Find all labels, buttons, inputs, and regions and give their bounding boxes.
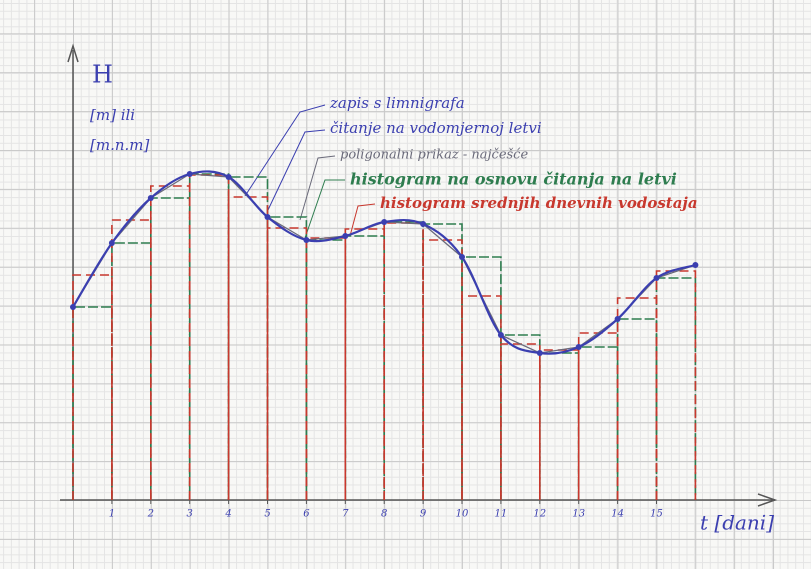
annotation: čitanje na vodomjernoj letvi (330, 119, 542, 137)
histogram-bar (461, 256, 502, 500)
leader-line (349, 203, 376, 237)
histogram-bar (72, 306, 113, 500)
reading-point (70, 304, 76, 310)
histogram-bar (344, 235, 385, 500)
x-tick-label: 12 (533, 509, 546, 520)
histogram-bar (422, 239, 463, 500)
x-arrow (757, 493, 778, 507)
leader-line (244, 104, 326, 197)
annotation: histogram na osnovu čitanja na letvi (350, 170, 677, 189)
x-tick-label: 13 (572, 509, 585, 520)
reading-point (225, 174, 232, 180)
reading-point (147, 195, 154, 201)
x-tick-label: 3 (187, 509, 193, 520)
x-tick-label: 2 (147, 509, 154, 520)
histogram-bar (150, 185, 191, 500)
histogram-bar (150, 197, 191, 500)
annotation: histogram srednjih dnevnih vodostaja (380, 194, 698, 212)
histogram-bar (266, 216, 308, 500)
histogram-bar (539, 352, 580, 500)
histogram-bar (539, 349, 580, 500)
histogram-bar (111, 219, 152, 500)
x-tick-label: 7 (342, 509, 349, 520)
histogram-bar (188, 174, 230, 500)
histogram-bar (383, 222, 424, 500)
y-arrow (67, 43, 79, 63)
histogram-bar (305, 239, 347, 500)
annotation: poligonalni prikaz - najčešće (340, 148, 528, 163)
histogram-bar (655, 270, 697, 500)
histogram-bar (383, 221, 424, 500)
reading-point (575, 344, 582, 350)
histogram-bar (227, 196, 269, 500)
x-tick-label: 11 (495, 509, 508, 520)
histogram-bar (500, 334, 541, 500)
x-tick-label: 14 (611, 509, 624, 520)
histogram-bar (305, 237, 347, 500)
histogram-bar (344, 228, 385, 500)
histogram-bar (227, 176, 269, 500)
reading-point (497, 332, 504, 338)
y-axis-label: [m.n.m] (90, 136, 149, 154)
histogram-bar (616, 318, 658, 500)
histogram-bar (266, 227, 308, 500)
leader-lines (244, 104, 376, 239)
reading-point (420, 221, 427, 227)
histogram-bar (72, 274, 113, 500)
x-tick-label: 9 (420, 509, 427, 520)
histogram-bar (616, 297, 658, 500)
histogram-bar (188, 173, 230, 500)
x-tick-label: 10 (456, 509, 469, 520)
reading-point (653, 275, 660, 281)
leader-line (304, 179, 345, 239)
x-tick-label: 6 (303, 509, 310, 520)
histogram-bar (500, 343, 541, 500)
histogram-bar (422, 223, 463, 500)
y-axis-label: [m] ili (90, 106, 135, 124)
leader-line (299, 155, 336, 221)
reading-point (186, 171, 193, 177)
reading-point (264, 214, 271, 220)
histogram-bar (111, 242, 152, 500)
reading-point (459, 254, 465, 260)
leader-line (267, 129, 326, 211)
annotation: zapis s limnigrafa (329, 94, 465, 112)
reading-point (381, 219, 388, 225)
reading-point (108, 240, 115, 246)
histogram-bar (577, 332, 619, 500)
x-tick-label: 15 (650, 509, 663, 520)
y-axis-label: H (92, 61, 113, 89)
histogram-bar (577, 346, 619, 500)
reading-point (342, 233, 349, 239)
x-axis-label: t [dani] (700, 511, 774, 535)
reading-point (692, 262, 699, 268)
x-tick-label: 1 (109, 509, 115, 520)
x-tick-label: 8 (381, 509, 387, 520)
reading-point (303, 237, 310, 243)
reading-point (536, 350, 543, 356)
x-tick-label: 4 (224, 509, 231, 520)
histogram-bar (655, 277, 697, 500)
x-tick-label: 5 (264, 509, 270, 520)
reading-point (614, 316, 621, 322)
